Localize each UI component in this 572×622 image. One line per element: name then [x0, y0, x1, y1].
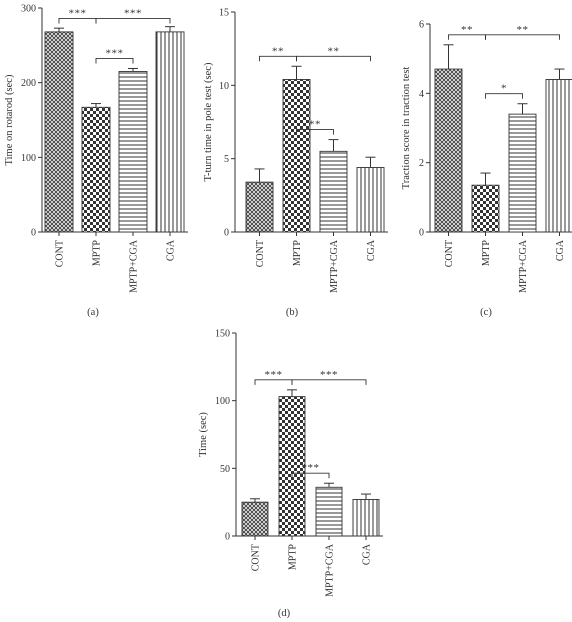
chart-panel-4: 0 50 100 150 Time (sec) CONT MPTP MPTP+CGA CGA **… — [198, 329, 383, 619]
significance-label: * — [501, 83, 507, 95]
bar-cont — [44, 31, 74, 233]
y-tick-label: 150 — [215, 329, 230, 340]
y-axis-title: T-turn time in pole test (sec) — [203, 62, 214, 181]
significance-bracket — [296, 55, 371, 62]
significance-label: *** — [320, 369, 338, 381]
y-axis-title: Time on rotarod (sec) — [4, 74, 15, 165]
x-tick-label: CGA — [555, 239, 566, 261]
y-tick-label: 15 — [219, 8, 229, 19]
bar-mptp-cga — [315, 486, 343, 537]
x-tick-label: MPTP+CGA — [518, 239, 529, 293]
chart-panel-1: 0 100 200 300 Time on rotarod (sec) CONT MPTP M… — [4, 4, 188, 318]
panel-label: (d) — [278, 608, 291, 619]
x-tick-label: CGA — [366, 239, 377, 261]
bar-mptp — [282, 79, 311, 233]
significance-label: *** — [302, 462, 320, 474]
bar-mptp-cga — [508, 113, 537, 233]
significance-label: ** — [272, 45, 284, 57]
x-tick-label: MPTP — [92, 240, 103, 267]
chart-panel-3: 0 2 4 6 Traction score in traction test CONT M… — [401, 20, 572, 318]
bar-cont — [241, 501, 269, 537]
bar-cga — [155, 31, 185, 233]
y-tick-label: 4 — [419, 89, 424, 100]
significance-bracket — [485, 34, 560, 40]
y-tick-label: 0 — [419, 228, 424, 239]
bar-cga — [545, 79, 572, 233]
bar-mptp-cga — [118, 71, 148, 233]
y-tick-label: 5 — [224, 154, 229, 165]
significance-bracket — [95, 58, 134, 64]
bar-mptp — [278, 396, 306, 537]
y-tick-label: 10 — [219, 81, 229, 92]
y-axis-title: Traction score in traction test — [401, 67, 412, 190]
panel-label: (c) — [480, 307, 492, 318]
x-tick-label: CGA — [166, 239, 177, 261]
bar-mptp — [81, 106, 111, 233]
y-tick-label: 300 — [21, 4, 36, 15]
significance-bracket — [291, 472, 330, 479]
significance-bracket — [291, 379, 367, 385]
y-tick-label: 50 — [220, 464, 230, 475]
significance-label: ** — [517, 24, 529, 36]
significance-bracket — [485, 93, 523, 99]
y-tick-label: 0 — [224, 228, 229, 239]
panel-label: (a) — [87, 307, 99, 318]
y-tick-label: 2 — [419, 158, 424, 169]
significance-label: ** — [309, 119, 321, 131]
x-tick-label: MPTP — [292, 240, 303, 267]
x-tick-label: CGA — [362, 543, 373, 565]
bar-cont — [245, 181, 274, 233]
y-tick-label: 100 — [215, 396, 230, 407]
x-tick-label: MPTP+CGA — [325, 543, 336, 597]
significance-label: ** — [328, 45, 340, 57]
significance-bracket — [296, 129, 334, 135]
y-tick-label: 100 — [21, 153, 36, 164]
x-tick-label: CONT — [251, 544, 262, 571]
x-tick-label: MPTP — [288, 544, 299, 571]
y-tick-label: 200 — [21, 78, 36, 89]
chart-panel-2: 0 5 10 15 T-turn time in pole test (sec) CONT… — [203, 8, 388, 318]
x-tick-label: CONT — [55, 240, 66, 267]
x-tick-label: MPTP+CGA — [329, 239, 340, 293]
bar-mptp — [471, 184, 500, 233]
significance-label: ** — [461, 24, 473, 36]
y-tick-label: 6 — [419, 20, 424, 31]
x-tick-label: MPTP — [481, 240, 492, 267]
significance-label: *** — [124, 7, 142, 19]
significance-bracket — [95, 18, 171, 24]
significance-label: *** — [265, 369, 283, 381]
x-tick-label: MPTP+CGA — [129, 239, 140, 293]
y-axis-title: Time (sec) — [198, 412, 209, 457]
x-tick-label: CONT — [444, 240, 455, 267]
panel-label: (b) — [286, 307, 299, 318]
bar-cga — [352, 499, 380, 537]
y-tick-label: 0 — [225, 532, 230, 543]
y-tick-label: 0 — [31, 228, 36, 239]
x-tick-label: CONT — [255, 240, 266, 267]
bar-cga — [356, 167, 385, 233]
significance-label: *** — [69, 7, 87, 19]
significance-label: *** — [106, 47, 124, 59]
bar-cont — [434, 68, 463, 233]
bar-mptp-cga — [319, 150, 348, 233]
